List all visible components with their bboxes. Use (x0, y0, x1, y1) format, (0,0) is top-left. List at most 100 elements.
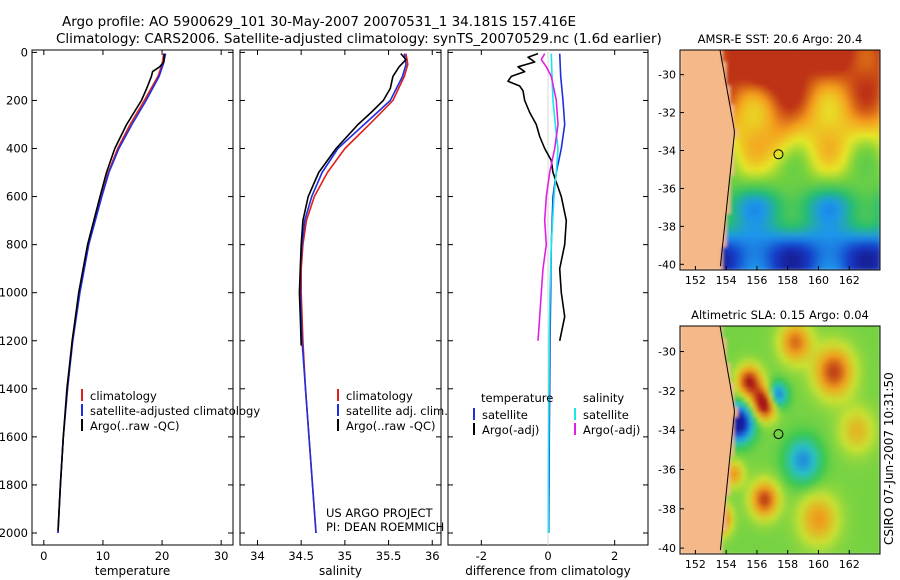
sst_map-cell (787, 70, 793, 77)
sla_map-cell (856, 431, 862, 437)
sst_map-cell (780, 94, 785, 100)
sst_map-cell (760, 89, 766, 96)
sst_map-cell (741, 222, 746, 228)
sla_map-cell (799, 372, 804, 378)
sst_map-cell (814, 89, 819, 96)
sst_map-cell (699, 213, 704, 219)
sst_map-cell (860, 198, 866, 205)
sla_map-cell (787, 367, 793, 373)
sst_map-cell (710, 132, 716, 138)
sst_map-cell (741, 251, 746, 257)
sla_map-cell (753, 445, 758, 452)
sst_map-cell (726, 70, 731, 77)
sla_map-cell (730, 534, 735, 540)
sst_map-cell (703, 208, 708, 214)
sst_map-cell (706, 142, 712, 148)
sst_map-cell (776, 227, 781, 233)
sst_map-cell (806, 113, 812, 119)
sst_map-cell (703, 123, 708, 129)
sst_map-cell (837, 227, 843, 233)
sst_map-cell (818, 251, 823, 257)
sst_map-cell (760, 265, 766, 270)
sla_map-cell (868, 524, 873, 530)
sst_map-cell (860, 61, 866, 67)
sst_map-cell (841, 151, 846, 157)
sst_map-cell (876, 251, 880, 257)
sst_map-cell (818, 208, 823, 214)
sst_map-cell (787, 241, 793, 247)
sst_map-cell (780, 146, 785, 152)
sla_map-cell (753, 470, 758, 476)
sst_map-cell (876, 132, 880, 138)
sst_map-cell (726, 227, 731, 233)
sst_map-cell (872, 113, 877, 119)
sla_map-cell (856, 544, 862, 550)
sst_map-cell (876, 99, 880, 105)
sla_map-cell (818, 357, 823, 363)
sst_map-cell (845, 127, 850, 134)
sla_map-cell (818, 524, 823, 530)
sst_map-cell (826, 99, 831, 105)
sst_map-cell (703, 189, 708, 195)
sla_map-cell (818, 332, 823, 339)
sla_map-cell (837, 382, 843, 388)
sla_map-cell (837, 441, 843, 447)
sst_map-cell (756, 99, 762, 105)
sst_map-cell (853, 80, 858, 86)
sla_map-cell (683, 328, 689, 334)
sla_map-cell (841, 460, 846, 467)
sla_map-cell (803, 524, 808, 530)
sst_map-cell (683, 50, 689, 53)
sla_map-cell (749, 357, 754, 363)
sst_map-cell (695, 75, 700, 81)
sla_map-cell (837, 411, 843, 417)
sla_map-cell (833, 499, 839, 506)
sla_map-cell (780, 382, 785, 388)
sst_map-cell (814, 118, 819, 124)
sla_map-cell (749, 470, 754, 476)
sla_map-cell (783, 382, 789, 388)
sla_map-cell (837, 367, 843, 373)
sla_map-cell (872, 391, 877, 398)
sla_map-cell (818, 431, 823, 437)
sla_map-cell (872, 475, 877, 481)
sst_map-cell (699, 99, 704, 105)
sst_map-cell (780, 217, 785, 224)
sla_map-cell (837, 342, 843, 349)
sst_map-cell (810, 132, 816, 138)
sst_map-cell (683, 241, 689, 247)
sst_map-cell (810, 146, 816, 152)
sla_map-cell (841, 549, 846, 554)
sst_map-cell (733, 94, 739, 100)
sst_map-cell (710, 260, 716, 266)
difference-xtick-label: 2 (611, 549, 618, 563)
sla_map-cell (772, 362, 777, 368)
sla_map-cell (745, 406, 750, 413)
sla_map-cell (756, 382, 762, 388)
sst_map-cell (772, 70, 777, 77)
sla_map-cell (741, 431, 746, 437)
sst_map-cell (814, 156, 819, 162)
sst_map-cell (756, 104, 762, 110)
sla_map-cell (864, 377, 869, 383)
sst_map-cell (726, 265, 731, 270)
sst_map-cell (741, 132, 746, 138)
sst_map-cell (780, 108, 785, 115)
sst_map-cell (703, 160, 708, 167)
sla_map-cell (841, 480, 846, 486)
sla_map-cell (737, 509, 743, 516)
sla_map-cell (687, 485, 693, 491)
temperature-ytick-label: 1400 (0, 382, 28, 396)
sla_map-cell (772, 357, 777, 363)
sst_map-cell (745, 179, 750, 186)
sla_map-cell (726, 460, 731, 467)
sla_map-cell (818, 396, 823, 403)
sla_map-cell (749, 519, 754, 526)
sst_map-cell (795, 142, 800, 148)
sla_map-cell (718, 514, 723, 521)
sst_map-cell (753, 165, 758, 171)
sst_map-cell (830, 94, 835, 100)
sla_map-cell (730, 401, 735, 408)
sla_map-cell (726, 382, 731, 388)
